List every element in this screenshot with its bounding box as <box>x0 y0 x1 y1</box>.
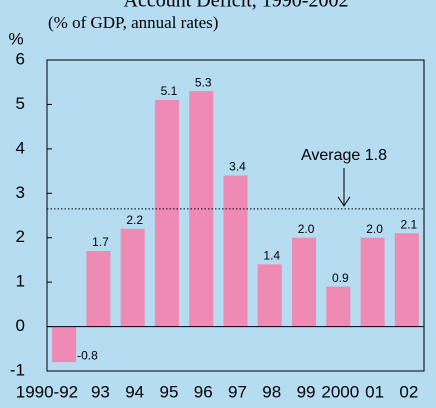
x-tick-label: 94 <box>125 382 144 401</box>
value-label: 2.0 <box>366 222 383 236</box>
plot-frame <box>46 59 425 372</box>
bar <box>394 233 419 327</box>
y-tick-label: 2 <box>16 227 25 246</box>
y-tick-label: 4 <box>16 138 25 157</box>
y-tick-label: 6 <box>16 49 25 68</box>
value-label: 2.2 <box>126 213 143 227</box>
bar <box>154 99 179 327</box>
x-tick-label: 99 <box>297 382 316 401</box>
y-tick-label: 3 <box>16 183 25 202</box>
y-tick-label: 1 <box>16 272 25 291</box>
y-tick-label: 0 <box>16 316 25 335</box>
x-tick-label: 93 <box>91 382 110 401</box>
x-tick-label: 01 <box>365 382 384 401</box>
x-tick-label: 02 <box>399 382 418 401</box>
x-tick-label: 97 <box>228 382 247 401</box>
bar <box>223 175 248 327</box>
bar <box>292 237 317 327</box>
value-label: -0.8 <box>77 348 98 362</box>
value-label: 0.9 <box>332 271 349 285</box>
bar <box>257 264 282 327</box>
x-tick-label: 2000 <box>321 382 359 401</box>
x-tick-label: 96 <box>194 382 213 401</box>
bar <box>86 251 111 327</box>
value-label: 5.3 <box>195 75 212 89</box>
annotation-arrowhead <box>337 196 351 207</box>
value-label: 5.1 <box>161 84 178 98</box>
value-label: 1.7 <box>92 235 109 249</box>
chart-title: Account Deficit, 1990-2002 <box>124 0 349 12</box>
x-tick-label: 98 <box>262 382 281 401</box>
bar <box>52 326 77 363</box>
value-label: 2.0 <box>298 222 315 236</box>
x-tick-label: 1990-92 <box>16 382 78 401</box>
bar <box>360 237 385 327</box>
bar <box>120 228 145 327</box>
value-label: 3.4 <box>229 160 246 174</box>
value-label: 1.4 <box>263 249 280 263</box>
y-axis-label: % <box>8 29 23 48</box>
y-tick-label: 5 <box>16 94 25 113</box>
bar <box>326 286 351 327</box>
annotation: Average 1.8 <box>301 147 387 164</box>
y-tick-label: -1 <box>10 360 25 379</box>
x-tick-label: 95 <box>159 382 178 401</box>
chart-subtitle: (% of GDP, annual rates) <box>48 13 218 32</box>
value-label: 2.1 <box>401 217 418 231</box>
